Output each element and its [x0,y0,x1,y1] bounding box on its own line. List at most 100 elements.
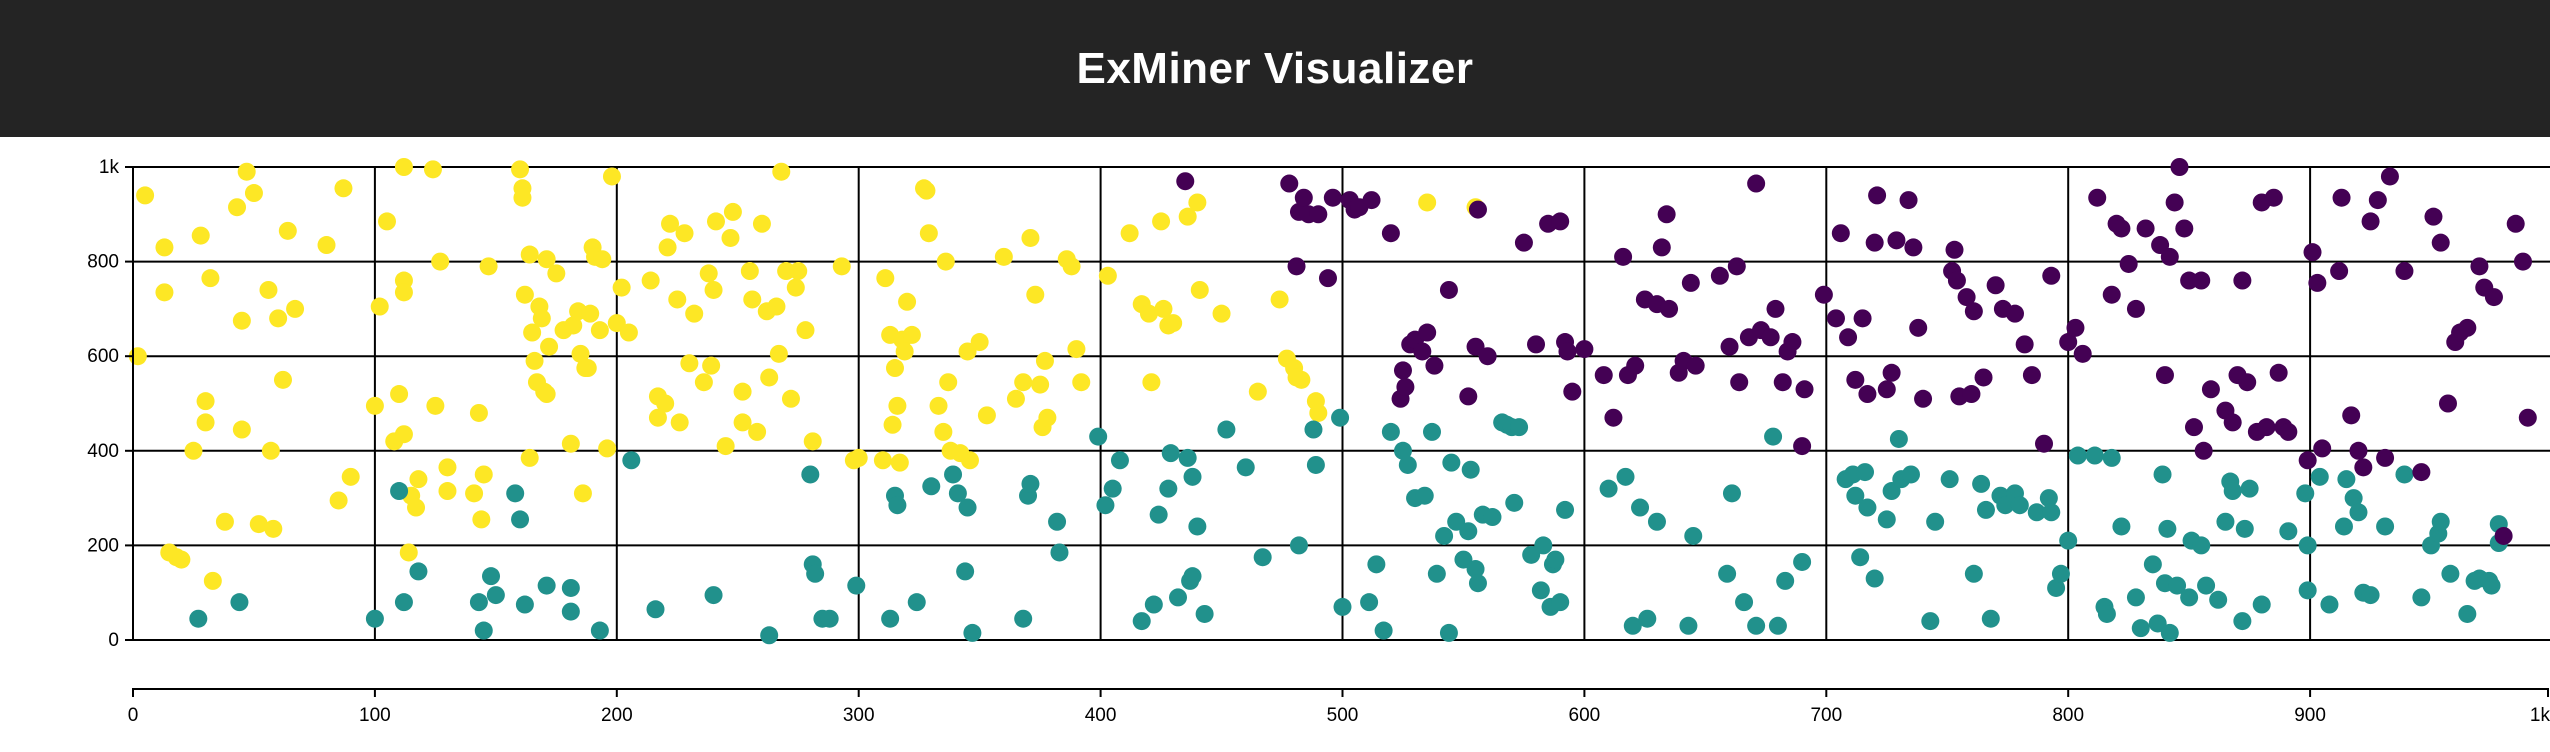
data-point [658,238,677,257]
data-point [1974,368,1993,387]
data-point [2170,158,2189,176]
data-point [2368,191,2387,210]
data-point [876,269,895,288]
data-point [1413,342,1432,361]
data-point [922,477,941,496]
data-point [540,337,559,356]
data-point [1531,581,1550,600]
data-point [201,269,220,288]
data-point [1514,233,1533,252]
data-point [1466,560,1485,579]
data-point [1217,420,1236,439]
data-point [2102,285,2121,304]
data-point [769,344,788,363]
data-point [781,389,800,408]
data-point [883,415,902,434]
data-point [1152,212,1171,231]
data-point [1793,552,1812,571]
data-point [607,314,626,333]
data-point [2264,188,2283,207]
data-point [1367,555,1386,574]
data-point [1534,536,1553,555]
y-tick-label: 1k [99,157,120,178]
data-point [1914,389,1933,408]
data-point [772,162,791,181]
data-point [2269,363,2288,382]
data-point [573,484,592,503]
data-point [578,359,597,378]
data-point [1761,328,1780,347]
data-point [944,465,963,484]
data-point [155,283,174,302]
app-title: ExMiner Visualizer [1076,43,1474,93]
data-point [1652,238,1671,257]
data-point [1139,304,1158,323]
data-point [1212,304,1231,323]
data-point [286,299,305,318]
data-point [2223,413,2242,432]
data-point [767,297,786,316]
data-point [723,202,742,221]
data-point [506,484,525,503]
data-point [1014,373,1033,392]
data-point [1735,593,1754,612]
data-point [1423,422,1442,441]
data-point [590,321,609,340]
data-point [1164,314,1183,333]
data-point [2313,439,2332,458]
data-point [273,370,292,389]
data-point [407,498,426,517]
data-point [2252,595,2271,614]
data-point [890,453,909,472]
data-point [1626,356,1645,375]
data-point [581,304,600,323]
data-point [1132,612,1151,631]
data-point [1014,609,1033,628]
data-point [2197,576,2216,595]
data-point [1940,470,1959,489]
data-point [1730,373,1749,392]
data-point [2022,366,2041,385]
data-point [1681,273,1700,292]
data-point [2015,335,2034,354]
data-point [1309,403,1328,422]
data-point [2412,588,2431,607]
data-point [2257,418,2276,437]
data-point [1415,486,1434,505]
data-point [1718,564,1737,583]
data-point [2042,503,2061,522]
data-point [1764,427,1783,446]
data-point [670,413,689,432]
data-point [1236,458,1255,477]
data-point [1858,385,1877,404]
data-point [2085,446,2104,465]
data-point [1546,550,1565,569]
data-point [561,434,580,453]
data-point [2233,612,2252,631]
data-point [963,623,982,642]
data-point [537,385,556,404]
data-point [1362,191,1381,210]
data-point [232,420,251,439]
data-point [1454,550,1473,569]
data-point [1776,571,1795,590]
data-point [523,323,542,342]
data-point [390,482,409,501]
data-point [2066,318,2085,337]
x-tick-label: 0 [128,705,139,726]
data-point [2513,252,2532,271]
data-point [1599,479,1618,498]
data-point [2112,517,2131,536]
data-point [977,406,996,425]
data-point [646,600,665,619]
data-point [2047,578,2066,597]
data-point [1483,508,1502,527]
data-point [1442,453,1461,472]
data-point [668,290,687,309]
data-point [2201,380,2220,399]
data-point [1846,486,1865,505]
data-point [469,403,488,422]
data-point [228,198,247,217]
data-point [1289,536,1308,555]
data-point [232,311,251,330]
